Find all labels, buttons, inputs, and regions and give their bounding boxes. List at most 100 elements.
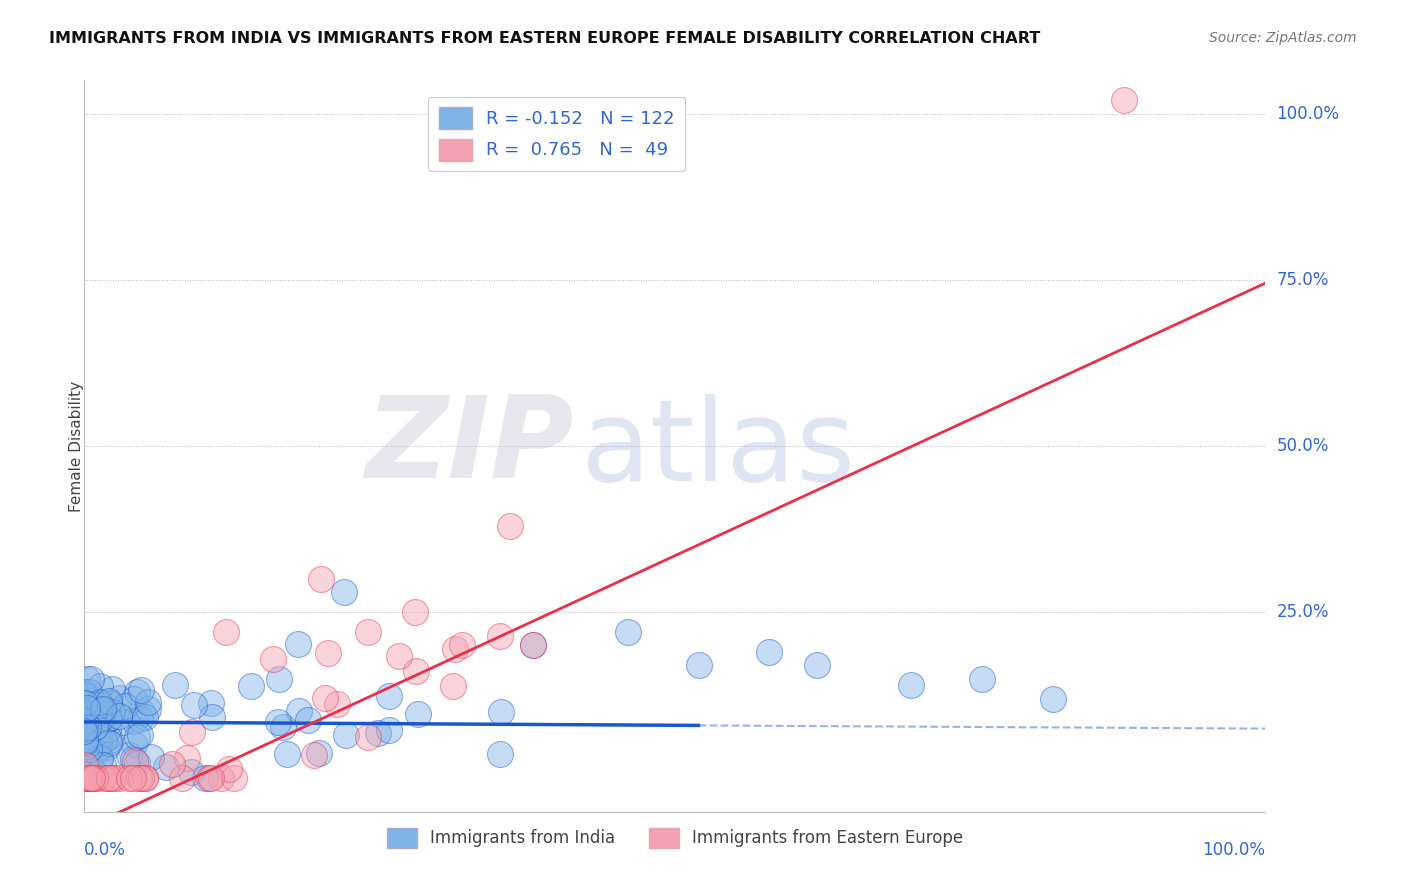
Point — [141, 750, 163, 764]
Point — [162, 757, 184, 772]
Point — [97, 730, 120, 744]
Point — [97, 722, 120, 736]
Point — [276, 747, 298, 761]
Point — [309, 572, 332, 586]
Point — [108, 772, 131, 786]
Point — [134, 772, 156, 786]
Point — [489, 747, 512, 762]
Point — [98, 732, 121, 747]
Point — [114, 699, 136, 714]
Point — [73, 688, 96, 702]
Point — [77, 722, 100, 736]
Point — [129, 712, 152, 726]
Point — [76, 701, 98, 715]
Point — [522, 639, 544, 653]
Point — [125, 756, 148, 771]
Point — [201, 710, 224, 724]
Point — [1042, 691, 1064, 706]
Point — [73, 726, 96, 740]
Point — [97, 736, 120, 750]
Point — [73, 713, 96, 727]
Point — [124, 691, 146, 706]
Point — [271, 720, 294, 734]
Point — [98, 711, 121, 725]
Point — [118, 772, 141, 786]
Point — [408, 707, 430, 722]
Point — [297, 714, 319, 728]
Point — [91, 702, 114, 716]
Point — [127, 685, 149, 699]
Point — [180, 765, 202, 780]
Point — [73, 689, 96, 703]
Point — [73, 721, 96, 735]
Point — [108, 690, 131, 705]
Point — [240, 679, 263, 693]
Point — [82, 703, 104, 717]
Point — [314, 690, 336, 705]
Point — [900, 678, 922, 692]
Point — [73, 706, 96, 720]
Point — [98, 772, 121, 786]
Point — [262, 652, 284, 666]
Point — [333, 585, 356, 599]
Point — [75, 736, 97, 750]
Point — [404, 605, 426, 619]
Point — [103, 772, 125, 786]
Point — [87, 705, 110, 719]
Point — [97, 772, 120, 786]
Point — [84, 772, 107, 786]
Point — [138, 702, 160, 716]
Point — [89, 695, 111, 709]
Point — [287, 704, 309, 718]
Point — [128, 772, 150, 786]
Y-axis label: Female Disability: Female Disability — [69, 380, 83, 512]
Point — [87, 735, 110, 749]
Point — [73, 723, 96, 738]
Point — [441, 679, 464, 693]
Point — [73, 685, 96, 699]
Point — [77, 685, 100, 699]
Point — [377, 689, 399, 703]
Point — [215, 625, 238, 640]
Point — [97, 712, 120, 726]
Point — [222, 772, 245, 786]
Point — [806, 658, 828, 673]
Point — [129, 772, 152, 786]
Point — [100, 705, 122, 719]
Point — [200, 772, 222, 786]
Point — [91, 772, 114, 786]
Point — [172, 772, 194, 786]
Text: 100.0%: 100.0% — [1202, 841, 1265, 859]
Point — [131, 705, 153, 719]
Point — [89, 751, 111, 765]
Point — [76, 703, 98, 717]
Point — [89, 679, 111, 693]
Point — [89, 698, 111, 712]
Point — [101, 681, 124, 696]
Point — [82, 772, 104, 786]
Point — [758, 645, 780, 659]
Point — [121, 772, 143, 786]
Point — [86, 719, 108, 733]
Point — [82, 764, 104, 778]
Text: atlas: atlas — [581, 394, 856, 505]
Point — [267, 715, 290, 730]
Point — [124, 754, 146, 768]
Point — [80, 672, 103, 686]
Point — [76, 672, 98, 686]
Point — [73, 687, 96, 701]
Point — [73, 733, 96, 747]
Point — [76, 772, 98, 786]
Point — [77, 772, 100, 786]
Point — [1112, 93, 1135, 107]
Point — [73, 747, 96, 762]
Point — [129, 683, 152, 698]
Point — [498, 518, 520, 533]
Point — [122, 737, 145, 751]
Point — [267, 672, 290, 686]
Point — [134, 710, 156, 724]
Point — [75, 721, 97, 735]
Point — [73, 757, 96, 772]
Point — [76, 718, 98, 732]
Point — [451, 639, 474, 653]
